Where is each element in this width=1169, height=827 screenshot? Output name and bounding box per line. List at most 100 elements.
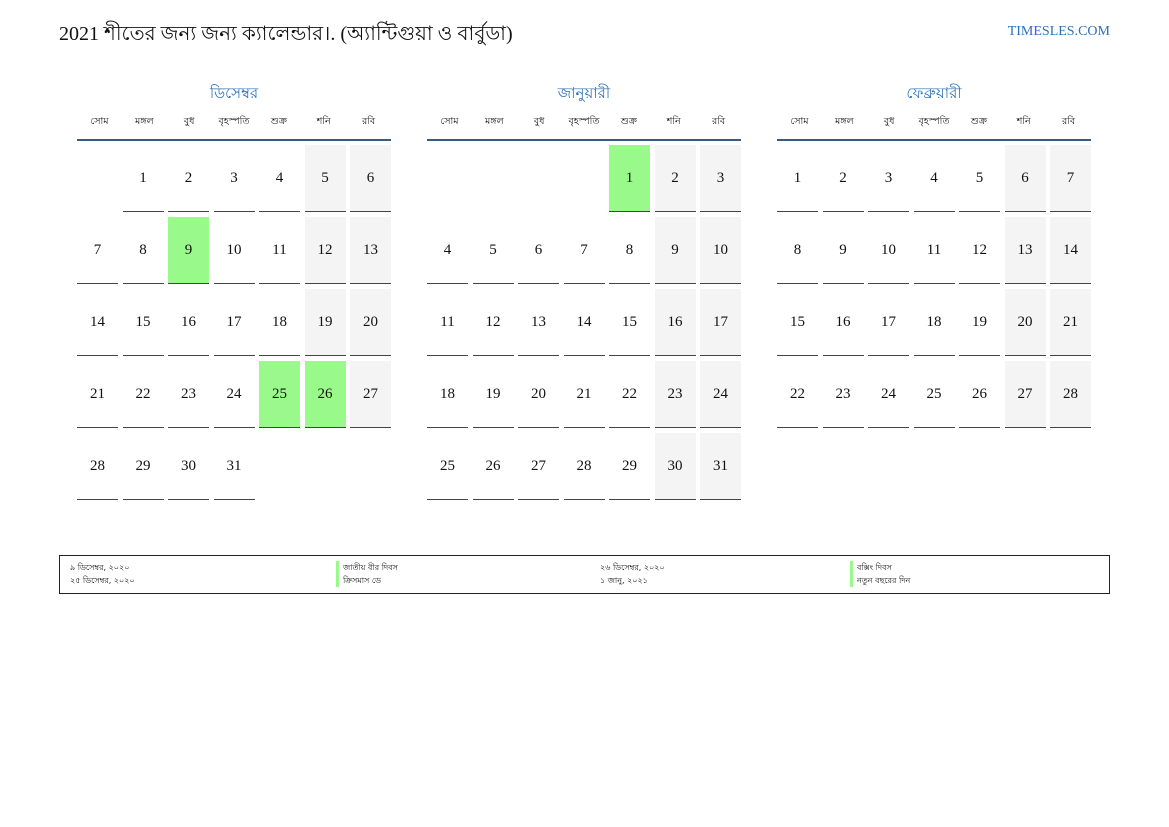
day-cell[interactable]: 10 [700, 217, 741, 284]
day-cell[interactable]: 21 [77, 361, 118, 428]
day-cell[interactable]: 19 [304, 289, 346, 356]
day-cell[interactable]: 2 [654, 145, 696, 212]
day-cell[interactable]: 6 [1004, 145, 1046, 212]
day-cell[interactable]: 15 [122, 289, 164, 356]
day-cell[interactable]: 31 [213, 433, 255, 500]
day-cell[interactable]: 11 [259, 217, 300, 284]
day-cell[interactable]: 21 [563, 361, 605, 428]
day-cell[interactable]: 1 [777, 145, 818, 212]
day-cell[interactable]: 29 [609, 433, 650, 500]
day-cell[interactable]: 13 [518, 289, 559, 356]
day-cell[interactable]: 9 [822, 217, 864, 284]
day-cell[interactable]: 7 [1050, 145, 1091, 212]
day-cell[interactable]: 28 [1050, 361, 1091, 428]
day-cell[interactable]: 1 [122, 145, 164, 212]
day-cell[interactable]: 4 [259, 145, 300, 212]
day-cell[interactable]: 18 [427, 361, 468, 428]
day-cell[interactable]: 10 [868, 217, 909, 284]
day-cell[interactable]: 13 [350, 217, 391, 284]
day-cell[interactable]: 21 [1050, 289, 1091, 356]
day-cell[interactable]: 5 [472, 217, 514, 284]
day-cell[interactable]: 1 [609, 145, 650, 212]
day-cell[interactable]: 4 [913, 145, 955, 212]
day-cell[interactable]: 24 [213, 361, 255, 428]
day-cell[interactable]: 8 [609, 217, 650, 284]
day-cell[interactable]: 25 [913, 361, 955, 428]
day-cell[interactable]: 24 [700, 361, 741, 428]
day-cell[interactable]: 9 [168, 217, 209, 284]
page-title: 2021 শীতের জন্য জন্য ক্যালেন্ডার।. (অ্যা… [59, 23, 513, 45]
day-cell[interactable]: 27 [1004, 361, 1046, 428]
day-cell[interactable]: 15 [777, 289, 818, 356]
day-cell[interactable]: 28 [77, 433, 118, 500]
day-cell[interactable]: 7 [563, 217, 605, 284]
day-cell[interactable]: 16 [168, 289, 209, 356]
day-cell[interactable]: 20 [350, 289, 391, 356]
month-name: ডিসেম্বর [209, 84, 259, 102]
day-cell[interactable]: 9 [654, 217, 696, 284]
day-cell[interactable]: 3 [700, 145, 741, 212]
day-cell[interactable]: 19 [959, 289, 1000, 356]
day-cell[interactable]: 22 [122, 361, 164, 428]
day-cell[interactable]: 20 [1004, 289, 1046, 356]
site-link[interactable]: TIMESLES.COM [1007, 24, 1110, 39]
day-cell[interactable]: 28 [563, 433, 605, 500]
day-cell[interactable]: 30 [168, 433, 209, 500]
day-cell[interactable]: 26 [472, 433, 514, 500]
day-cell[interactable]: 30 [654, 433, 696, 500]
day-cell[interactable]: 4 [427, 217, 468, 284]
weekday-label: মঙ্গল [484, 116, 504, 127]
day-cell[interactable]: 12 [959, 217, 1000, 284]
weekday-label: রবি [1061, 116, 1076, 127]
day-cell[interactable]: 14 [1050, 217, 1091, 284]
day-cell[interactable]: 18 [913, 289, 955, 356]
day-cell[interactable]: 14 [563, 289, 605, 356]
day-cell[interactable]: 3 [868, 145, 909, 212]
day-cell[interactable]: 2 [822, 145, 864, 212]
day-cell[interactable]: 12 [472, 289, 514, 356]
month-calendar: ডিসেম্বর সোম মঙ্গল বুধ বৃহস্পতি শুক্র শনি রবি 1 2… [77, 82, 391, 500]
day-cell[interactable]: 5 [304, 145, 346, 212]
day-cell[interactable]: 31 [700, 433, 741, 500]
day-cell[interactable]: 26 [959, 361, 1000, 428]
day-cell[interactable]: 8 [122, 217, 164, 284]
day-cell[interactable]: 3 [213, 145, 255, 212]
day-cell[interactable]: 16 [822, 289, 864, 356]
day-cell[interactable]: 16 [654, 289, 696, 356]
day-cell[interactable]: 13 [1004, 217, 1046, 284]
day-cell[interactable]: 24 [868, 361, 909, 428]
day-cell[interactable]: 15 [609, 289, 650, 356]
day-cell[interactable]: 29 [122, 433, 164, 500]
day-cell[interactable]: 17 [700, 289, 741, 356]
day-cell[interactable]: 20 [518, 361, 559, 428]
day-cell[interactable]: 19 [472, 361, 514, 428]
day-cell[interactable]: 17 [213, 289, 255, 356]
day-cell[interactable]: 6 [518, 217, 559, 284]
day-cell[interactable]: 8 [777, 217, 818, 284]
day-cell[interactable]: 22 [609, 361, 650, 428]
day-cell[interactable]: 6 [350, 145, 391, 212]
day-cell[interactable]: 18 [259, 289, 300, 356]
weekday-label: রবি [711, 116, 726, 127]
day-cell[interactable]: 26 [304, 361, 346, 428]
day-cell[interactable]: 23 [822, 361, 864, 428]
day-cell[interactable]: 11 [913, 217, 955, 284]
day-cell[interactable]: 25 [259, 361, 300, 428]
day-cell[interactable]: 27 [518, 433, 559, 500]
day-cell[interactable]: 5 [959, 145, 1000, 212]
day-cell[interactable]: 23 [654, 361, 696, 428]
day-cell[interactable]: 11 [427, 289, 468, 356]
day-cell[interactable]: 10 [213, 217, 255, 284]
day-cell[interactable]: 22 [777, 361, 818, 428]
day-cell[interactable]: 27 [350, 361, 391, 428]
day-cell[interactable]: 14 [77, 289, 118, 356]
day-cell[interactable]: 25 [427, 433, 468, 500]
day-cell[interactable]: 2 [168, 145, 209, 212]
day-cell[interactable]: 7 [77, 217, 118, 284]
holiday-legend: ৯ ডিসেম্বর, ২০২০ জাতীয় বীর দিবস ২৫ ডিসে… [59, 555, 1110, 594]
day-cell[interactable]: 23 [168, 361, 209, 428]
month-calendar: ফেব্রুয়ারী সোম মঙ্গল বুধ বৃহস্পতি শুক্র শনি রব… [777, 82, 1091, 428]
weekday-label: শুক্র [270, 116, 287, 127]
day-cell[interactable]: 17 [868, 289, 909, 356]
day-cell[interactable]: 12 [304, 217, 346, 284]
